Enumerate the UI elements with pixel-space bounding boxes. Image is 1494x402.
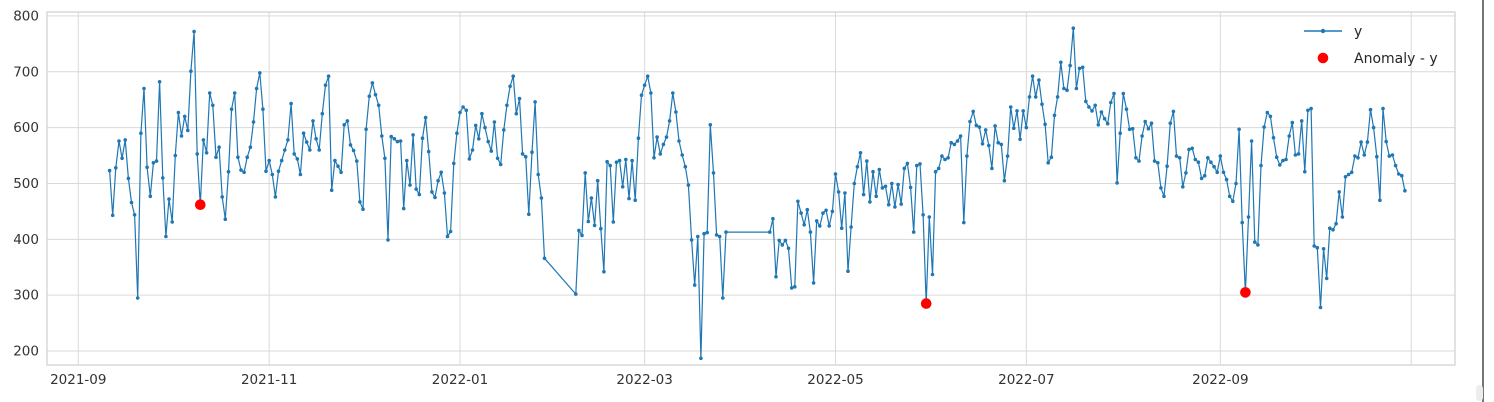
anomaly-point — [920, 298, 932, 309]
anomaly-markers — [195, 199, 1251, 309]
y-tick-label: 600 — [13, 120, 39, 136]
x-tick-label: 2022-07 — [998, 372, 1054, 388]
legend-label-anomaly: Anomaly - y — [1354, 51, 1438, 67]
y-tick-label: 800 — [13, 8, 39, 24]
scrollbar-thumb[interactable] — [1476, 385, 1483, 401]
y-tick-label: 200 — [13, 344, 39, 360]
x-axis-tick-labels: 2021-09 2021-11 2022-01 2022-03 2022-05 2022-… — [50, 372, 1248, 388]
legend: y Anomaly - y — [1304, 24, 1438, 67]
legend-item-anomaly: Anomaly - y — [1317, 51, 1438, 67]
grid — [47, 12, 1455, 365]
x-tick-label: 2021-09 — [50, 372, 106, 388]
x-tick-label: 2022-03 — [616, 372, 672, 388]
y-tick-label: 400 — [13, 232, 39, 248]
y-tick-label: 300 — [13, 288, 39, 304]
anomaly-point — [195, 199, 206, 210]
x-tick-label: 2022-09 — [1192, 372, 1248, 388]
legend-item-y: y — [1304, 24, 1362, 40]
x-tick-label: 2021-11 — [241, 372, 297, 388]
y-axis-tick-labels: 200 300 400 500 600 700 800 — [13, 8, 39, 359]
legend-label-y: y — [1354, 24, 1362, 40]
x-tick-label: 2022-05 — [807, 372, 863, 388]
y-tick-label: 500 — [13, 176, 39, 192]
legend-marker-dot — [1320, 28, 1326, 34]
y-tick-label: 700 — [13, 64, 39, 80]
series-line-y — [109, 27, 1406, 359]
pane-divider — [1482, 0, 1484, 402]
series-markers-y — [107, 26, 1407, 361]
anomaly-point — [1240, 287, 1251, 298]
plot-border — [46, 11, 1456, 366]
legend-anomaly-dot — [1317, 52, 1329, 64]
x-tick-label: 2022-01 — [432, 372, 488, 388]
